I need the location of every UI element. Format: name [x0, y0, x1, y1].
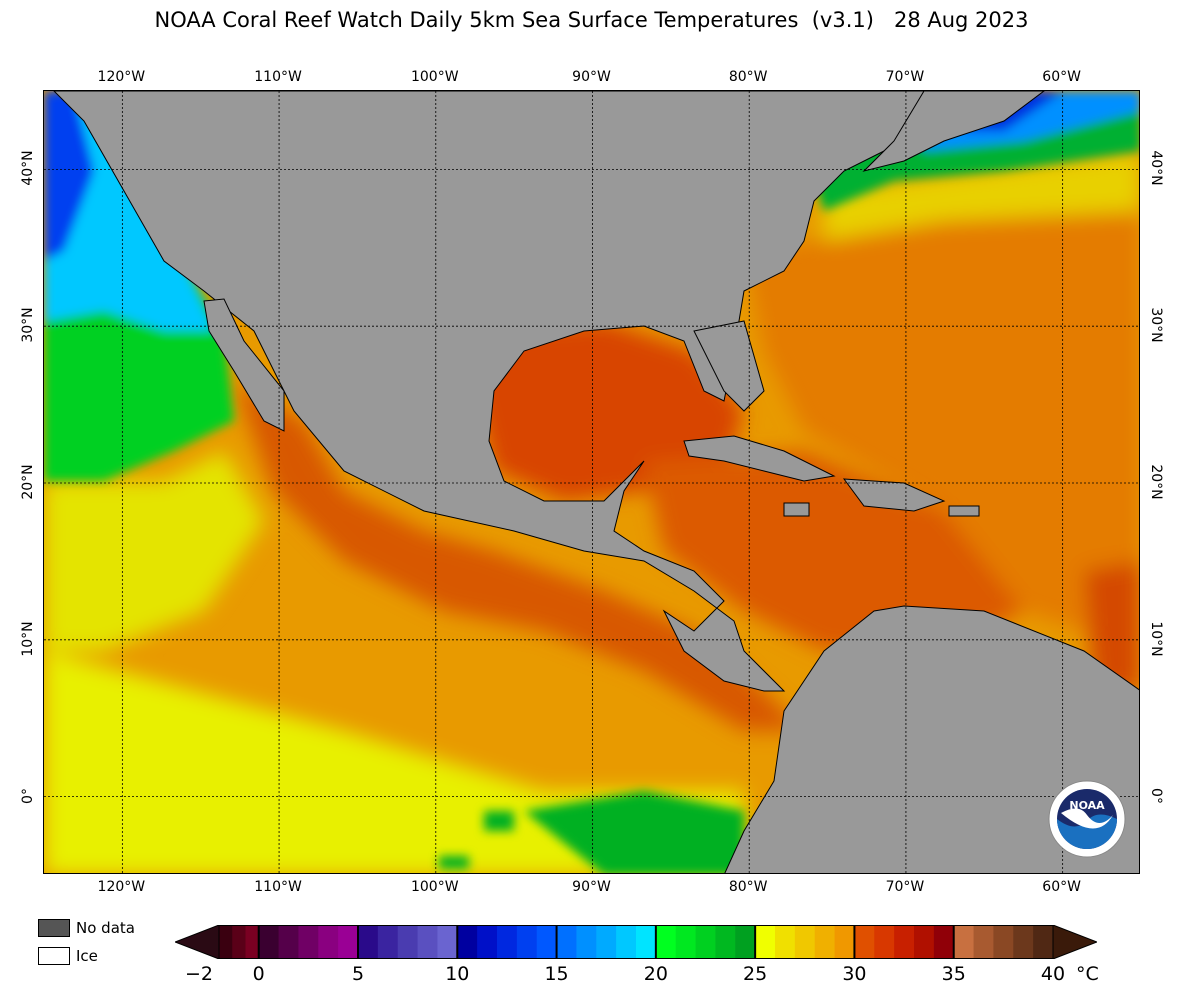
ice-label: Ice	[76, 947, 98, 965]
lat-right-tick-3: 10°N	[1148, 621, 1164, 657]
lon-bottom-tick-2: 100°W	[410, 879, 459, 895]
colorbar-tick-1: 0	[252, 963, 265, 985]
lat-left-tick-2: 20°N	[20, 464, 36, 500]
colorbar-swatch-7-1	[874, 925, 895, 959]
colorbar-swatch-5-0	[655, 925, 677, 959]
colorbar-swatch-3-3	[516, 925, 538, 959]
colorbar-swatch-1-0	[258, 925, 280, 959]
lon-top-tick-3: 90°W	[572, 69, 611, 85]
colorbar-swatch-3-0	[457, 925, 478, 959]
lat-left-tick-3: 10°N	[20, 621, 36, 657]
ice-swatch	[38, 947, 70, 965]
lon-bottom-tick-1: 110°W	[254, 879, 302, 895]
colorbar-outline	[218, 925, 1054, 959]
lon-top-tick-6: 60°W	[1042, 69, 1081, 85]
colorbar-swatch-7-3	[914, 925, 935, 959]
colorbar-tick-4: 15	[544, 963, 569, 985]
land-masses	[53, 91, 1139, 873]
colorbar-swatch-6-1	[775, 925, 796, 959]
lon-top-tick-4: 80°W	[728, 69, 768, 85]
colorbar-swatch-4-2	[596, 925, 617, 959]
sst-map-canvas: NOAA	[44, 91, 1139, 873]
colorbar-over-arrow	[1052, 924, 1099, 960]
colorbar-swatch-0-1	[232, 925, 246, 959]
lon-bottom-tick-3: 90°W	[572, 879, 611, 895]
colorbar-tick-6: 25	[743, 963, 768, 985]
colorbar-swatch-8-4	[1033, 925, 1054, 959]
colorbar-swatch-5-3	[715, 925, 736, 959]
colorbar-swatch-5-4	[735, 925, 756, 959]
colorbar-swatch-2-2	[397, 925, 419, 959]
colorbar-swatch-8-3	[1013, 925, 1034, 959]
colorbar-tick-5: 20	[643, 963, 668, 985]
colorbar-swatch-2-0	[358, 925, 379, 959]
colorbar-swatch-2-1	[377, 925, 399, 959]
colorbar-swatch-5-1	[675, 925, 697, 959]
lon-top-tick-5: 70°W	[885, 69, 925, 85]
colorbar-swatch-3-2	[497, 925, 518, 959]
colorbar-tick-7: 30	[842, 963, 867, 985]
colorbar-swatch-3-1	[477, 925, 498, 959]
lon-top-tick-0: 120°W	[97, 69, 146, 85]
colorbar-swatch-7-2	[894, 925, 915, 959]
noaa-logo: NOAA	[1048, 780, 1126, 858]
colorbar-swatch-6-4	[834, 925, 855, 959]
colorbar-swatch-4-0	[556, 925, 577, 959]
lon-top-tick-2: 100°W	[410, 69, 459, 85]
colorbar-swatch-0-0	[219, 925, 233, 959]
noaa-logo-text: NOAA	[1069, 799, 1105, 812]
colorbar-swatch-1-3	[318, 925, 339, 959]
lon-bottom-tick-0: 120°W	[97, 879, 146, 895]
colorbar-swatch-8-0	[953, 925, 975, 959]
colorbar-tick-8: 35	[941, 963, 966, 985]
lon-bottom-tick-4: 80°W	[728, 879, 768, 895]
colorbar-tick-3: 10	[445, 963, 470, 985]
lat-right-tick-1: 30°N	[1148, 307, 1164, 343]
lon-bottom-tick-5: 70°W	[885, 879, 925, 895]
lon-bottom-tick-6: 60°W	[1042, 879, 1081, 895]
colorbar-swatch-0-2	[245, 925, 260, 959]
lat-right-tick-4: 0°	[1148, 787, 1164, 804]
lat-left-tick-4: 0°	[20, 787, 36, 804]
colorbar-swatch-5-2	[695, 925, 716, 959]
colorbar-canvas	[173, 924, 1099, 960]
colorbar-under-arrow	[173, 924, 220, 960]
colorbar	[173, 924, 1099, 960]
colorbar-swatch-1-2	[298, 925, 319, 959]
colorbar-swatch-6-3	[814, 925, 836, 959]
colorbar-swatch-6-0	[755, 925, 776, 959]
lat-left-tick-0: 40°N	[20, 150, 36, 187]
colorbar-swatch-2-3	[417, 925, 438, 959]
map-title: NOAA Coral Reef Watch Daily 5km Sea Surf…	[154, 8, 1029, 32]
no-data-label: No data	[76, 919, 135, 937]
colorbar-swatch-4-3	[616, 925, 637, 959]
colorbar-tick-0: −2	[184, 963, 214, 985]
colorbar-swatch-4-4	[636, 925, 657, 959]
colorbar-swatch-4-1	[576, 925, 597, 959]
colorbar-swatch-6-2	[794, 925, 816, 959]
lon-top-tick-1: 110°W	[254, 69, 302, 85]
no-data-swatch	[38, 919, 70, 937]
colorbar-tick-2: 5	[351, 963, 365, 985]
colorbar-swatch-8-2	[993, 925, 1014, 959]
colorbar-swatch-7-0	[854, 925, 875, 959]
colorbar-tick-9: 40	[1040, 963, 1066, 985]
lat-right-tick-2: 20°N	[1148, 464, 1164, 500]
colorbar-swatch-8-1	[973, 925, 994, 959]
colorbar-swatch-3-4	[536, 925, 558, 959]
lat-right-tick-0: 40°N	[1148, 150, 1164, 187]
graticule	[44, 91, 1139, 873]
colorbar-swatch-2-4	[437, 925, 458, 959]
colorbar-swatch-1-1	[278, 925, 299, 959]
colorbar-unit: °C	[1076, 963, 1099, 985]
sst-map: NOAA	[43, 90, 1140, 874]
lat-left-tick-1: 30°N	[20, 307, 36, 343]
colorbar-swatch-7-4	[933, 925, 955, 959]
colorbar-swatch-1-4	[338, 925, 359, 959]
